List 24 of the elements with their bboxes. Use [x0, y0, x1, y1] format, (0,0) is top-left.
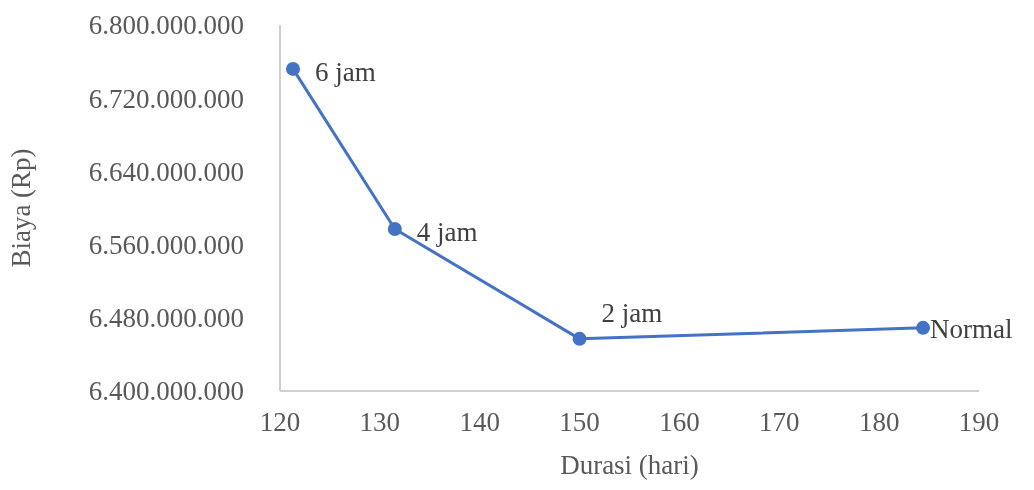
y-tick-label: 6.480.000.000 — [88, 303, 244, 334]
annotation: 6 jam — [314, 56, 376, 87]
y-axis-title: Biaya (Rp) — [6, 148, 36, 268]
y-tick-label: 6.800.000.000 — [88, 10, 244, 41]
x-tick-label: 190 — [958, 407, 1000, 437]
x-tick-label: 140 — [459, 407, 500, 437]
y-tick-label: 6.400.000.000 — [88, 376, 244, 407]
x-axis-title: Durasi (hari) — [560, 450, 699, 480]
x-tick-label: 150 — [559, 407, 600, 437]
point — [387, 222, 402, 237]
point — [285, 61, 300, 76]
y-tick-label: 6.640.000.000 — [88, 156, 244, 187]
annotation: 4 jam — [416, 217, 478, 248]
x-tick-label: 130 — [359, 407, 401, 437]
annotation: Normal — [930, 313, 1013, 344]
point — [572, 331, 587, 346]
y-tick-label: 6.720.000.000 — [88, 83, 244, 114]
y-tick-label: 6.560.000.000 — [88, 230, 244, 261]
x-tick-label: 170 — [759, 407, 800, 437]
point — [916, 320, 931, 335]
x-tick-label: 180 — [858, 407, 900, 437]
x-tick-label: 120 — [259, 407, 301, 437]
x-tick-label: 160 — [659, 407, 700, 437]
annotation: 2 jam — [601, 297, 663, 328]
